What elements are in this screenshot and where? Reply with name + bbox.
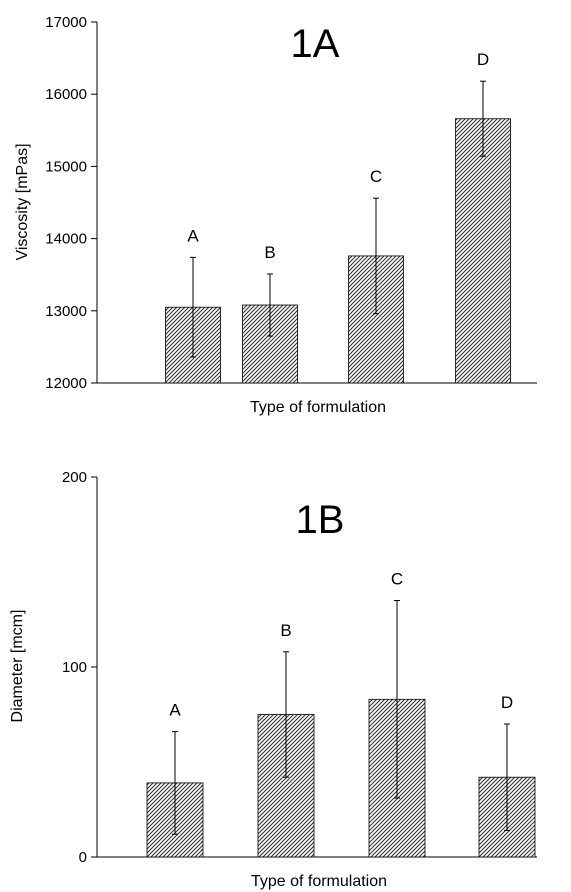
chart-1a-y-tick-label: 14000 <box>45 231 87 248</box>
chart-1b-bar-label: A <box>169 701 181 720</box>
chart-1b-bar-label: D <box>501 693 513 712</box>
chart-1a-bar-label: A <box>187 226 199 245</box>
chart-1b-bar-label: C <box>391 570 403 589</box>
chart-1b-y-tick-label: 200 <box>62 469 87 486</box>
chart-1b-y-axis-label: Diameter [mcm] <box>9 610 26 723</box>
chart-1a-y-tick-label: 13000 <box>45 303 87 320</box>
chart-1b-title: 1B <box>296 498 345 542</box>
chart-1a-y-tick-label: 16000 <box>45 86 87 103</box>
chart-1a-bar-label: D <box>477 50 489 69</box>
chart-1b-y-tick-label: 0 <box>79 849 87 866</box>
chart-1a-title: 1A <box>291 22 340 66</box>
chart-1a-y-tick-label: 12000 <box>45 375 87 392</box>
chart-1b: 1B Diameter [mcm] Type of formulation 0 1… <box>9 469 537 890</box>
chart-1a-y-tick-label: 17000 <box>45 14 87 31</box>
chart-1a-bar <box>455 118 511 384</box>
chart-1a: 1A Viscosity [mPas] Type of formulation … <box>14 14 537 416</box>
chart-1a-bar-label: C <box>370 167 382 186</box>
chart-1b-y-tick-label: 100 <box>62 659 87 676</box>
chart-1a-y-axis-label: Viscosity [mPas] <box>14 143 31 260</box>
chart-1a-bar-label: B <box>264 243 275 262</box>
chart-1a-y-tick-label: 15000 <box>45 158 87 175</box>
chart-1b-x-axis-label: Type of formulation <box>251 873 387 890</box>
chart-1a-x-axis-label: Type of formulation <box>250 399 386 416</box>
chart-1b-bar-label: B <box>280 621 291 640</box>
